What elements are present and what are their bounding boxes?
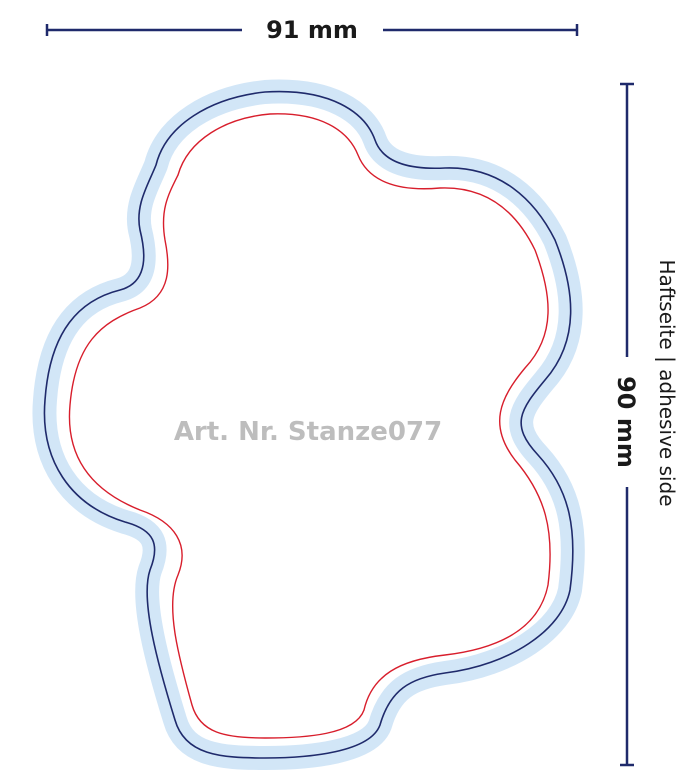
adhesive-side-label: Haftseite | adhesive side (655, 259, 679, 506)
height-dimension-label: 90 mm (612, 376, 640, 468)
width-dimension-label: 91 mm (266, 16, 358, 44)
width-dimension: 91 mm (45, 16, 579, 44)
cut-line (68, 113, 551, 739)
trim-line (43, 90, 574, 759)
article-number-label: Art. Nr. Stanze077 (174, 417, 442, 447)
cloud-shape (32, 79, 585, 770)
height-dimension: 90 mm (612, 82, 640, 767)
